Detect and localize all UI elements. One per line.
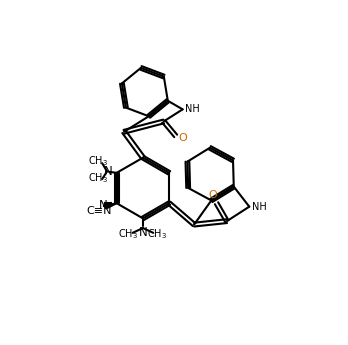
- Text: N: N: [139, 226, 147, 239]
- Text: CH$_3$: CH$_3$: [88, 171, 108, 185]
- Text: O: O: [208, 190, 217, 200]
- Text: NH: NH: [252, 202, 267, 211]
- Text: CH$_3$: CH$_3$: [148, 227, 167, 241]
- Text: NH: NH: [185, 104, 200, 114]
- Text: O: O: [179, 133, 187, 142]
- Text: N: N: [99, 199, 108, 213]
- Text: C≡N: C≡N: [86, 206, 111, 216]
- Text: CH$_3$: CH$_3$: [118, 227, 139, 241]
- Text: N: N: [104, 165, 112, 178]
- Text: CH$_3$: CH$_3$: [88, 154, 108, 168]
